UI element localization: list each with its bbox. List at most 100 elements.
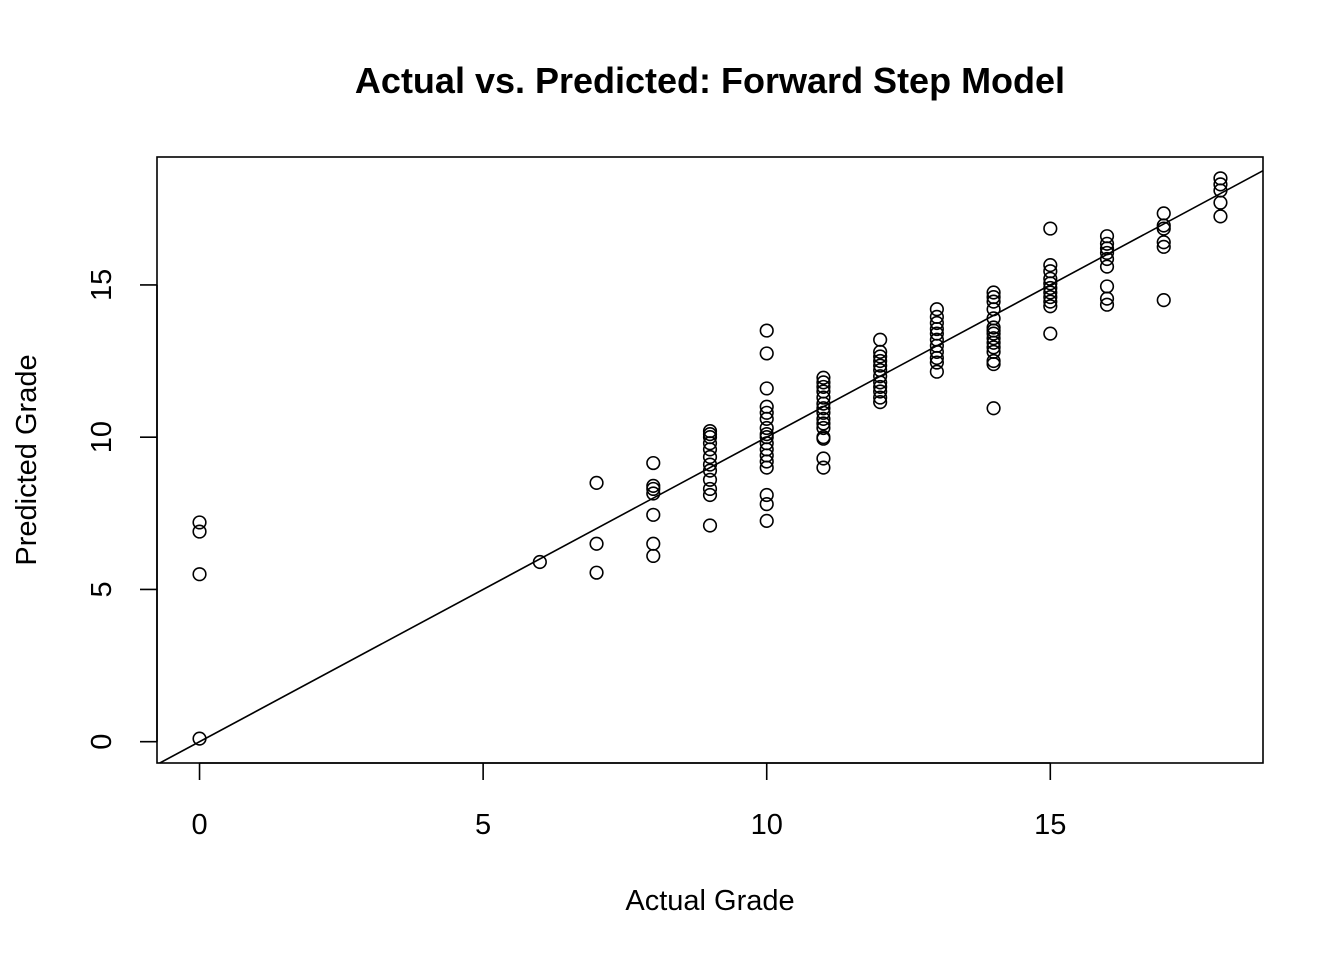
y-tick-label: 15 [86,269,118,301]
data-point [702,472,718,487]
x-tick-label: 10 [751,809,783,841]
data-point [816,379,831,395]
data-point [873,353,888,369]
data-point [986,356,1001,372]
data-point [759,487,774,503]
data-point [1099,291,1115,306]
data-point [873,369,888,384]
data-point [1099,236,1115,251]
points-layer [192,171,1228,746]
data-point [759,497,774,512]
data-point [816,420,831,436]
chart-title: Actual vs. Predicted: Forward Step Model [355,60,1065,101]
data-point [929,355,944,370]
data-point [873,390,888,405]
data-point [1099,259,1115,274]
data-point [816,396,831,411]
data-point [816,451,831,466]
data-point [1213,177,1228,192]
data-point [759,411,774,426]
data-point [646,478,661,493]
data-point [1099,297,1115,312]
data-point [1043,289,1058,305]
data-point [986,294,1001,309]
data-point [1156,239,1171,254]
data-point [1043,221,1058,236]
data-point [1043,280,1058,296]
x-tick-label: 0 [191,809,207,841]
data-point [929,321,944,337]
data-point [646,548,661,564]
data-point [1099,241,1115,256]
data-point [192,567,207,582]
reference-line [159,169,1264,764]
data-point [816,401,831,416]
data-point [986,353,1001,369]
data-point [759,405,774,420]
data-point [1043,326,1058,341]
data-point [759,323,774,338]
data-point [986,331,1001,346]
data-point [589,475,604,490]
data-point [816,375,831,390]
data-point [646,536,661,551]
data-point [759,346,774,361]
data-point [759,381,774,396]
data-point [1043,271,1058,286]
data-point [986,340,1001,355]
x-axis-label: Actual Grade [625,885,794,917]
y-tick-label: 5 [86,581,118,597]
x-axis: 0 5 10 15 [191,762,1066,841]
data-point [816,431,831,446]
data-point [816,370,831,385]
data-point [759,460,774,475]
y-tick-label: 0 [86,734,118,750]
data-point [589,536,604,551]
data-point [816,411,831,426]
data-point [873,349,888,364]
data-point [702,436,718,451]
data-point [1156,235,1171,250]
data-point [759,420,774,436]
data-point [1099,229,1115,244]
data-point [192,515,207,530]
data-point [702,449,718,465]
data-point [816,390,831,405]
x-tick-label: 15 [1034,809,1066,841]
data-point [589,565,604,580]
data-point [873,395,888,410]
data-point [986,401,1001,416]
data-point [816,416,831,431]
x-tick-label: 5 [475,809,491,841]
data-point [929,302,944,317]
data-point [702,518,718,533]
data-point [873,332,888,347]
data-point [816,405,831,420]
data-point [646,507,661,522]
data-point [1099,279,1115,294]
data-point [759,454,774,469]
data-point [873,358,888,373]
data-point [192,524,207,539]
y-axis-label: Predicted Grade [11,354,43,565]
data-point [816,460,831,475]
data-point [929,344,944,359]
data-point [873,384,888,399]
data-point [702,487,718,503]
data-point [986,302,1001,317]
data-point [986,323,1001,338]
data-point [646,481,661,497]
data-point [986,335,1001,350]
plot-frame [156,156,1264,764]
data-point [1043,258,1058,273]
data-point [646,486,661,501]
y-axis: 0 5 10 15 [86,269,158,750]
data-point [873,375,888,390]
data-point [759,513,774,529]
data-point [1099,251,1115,267]
data-point [1213,209,1228,224]
data-point [873,379,888,395]
data-point [929,364,944,379]
data-point [702,457,718,472]
